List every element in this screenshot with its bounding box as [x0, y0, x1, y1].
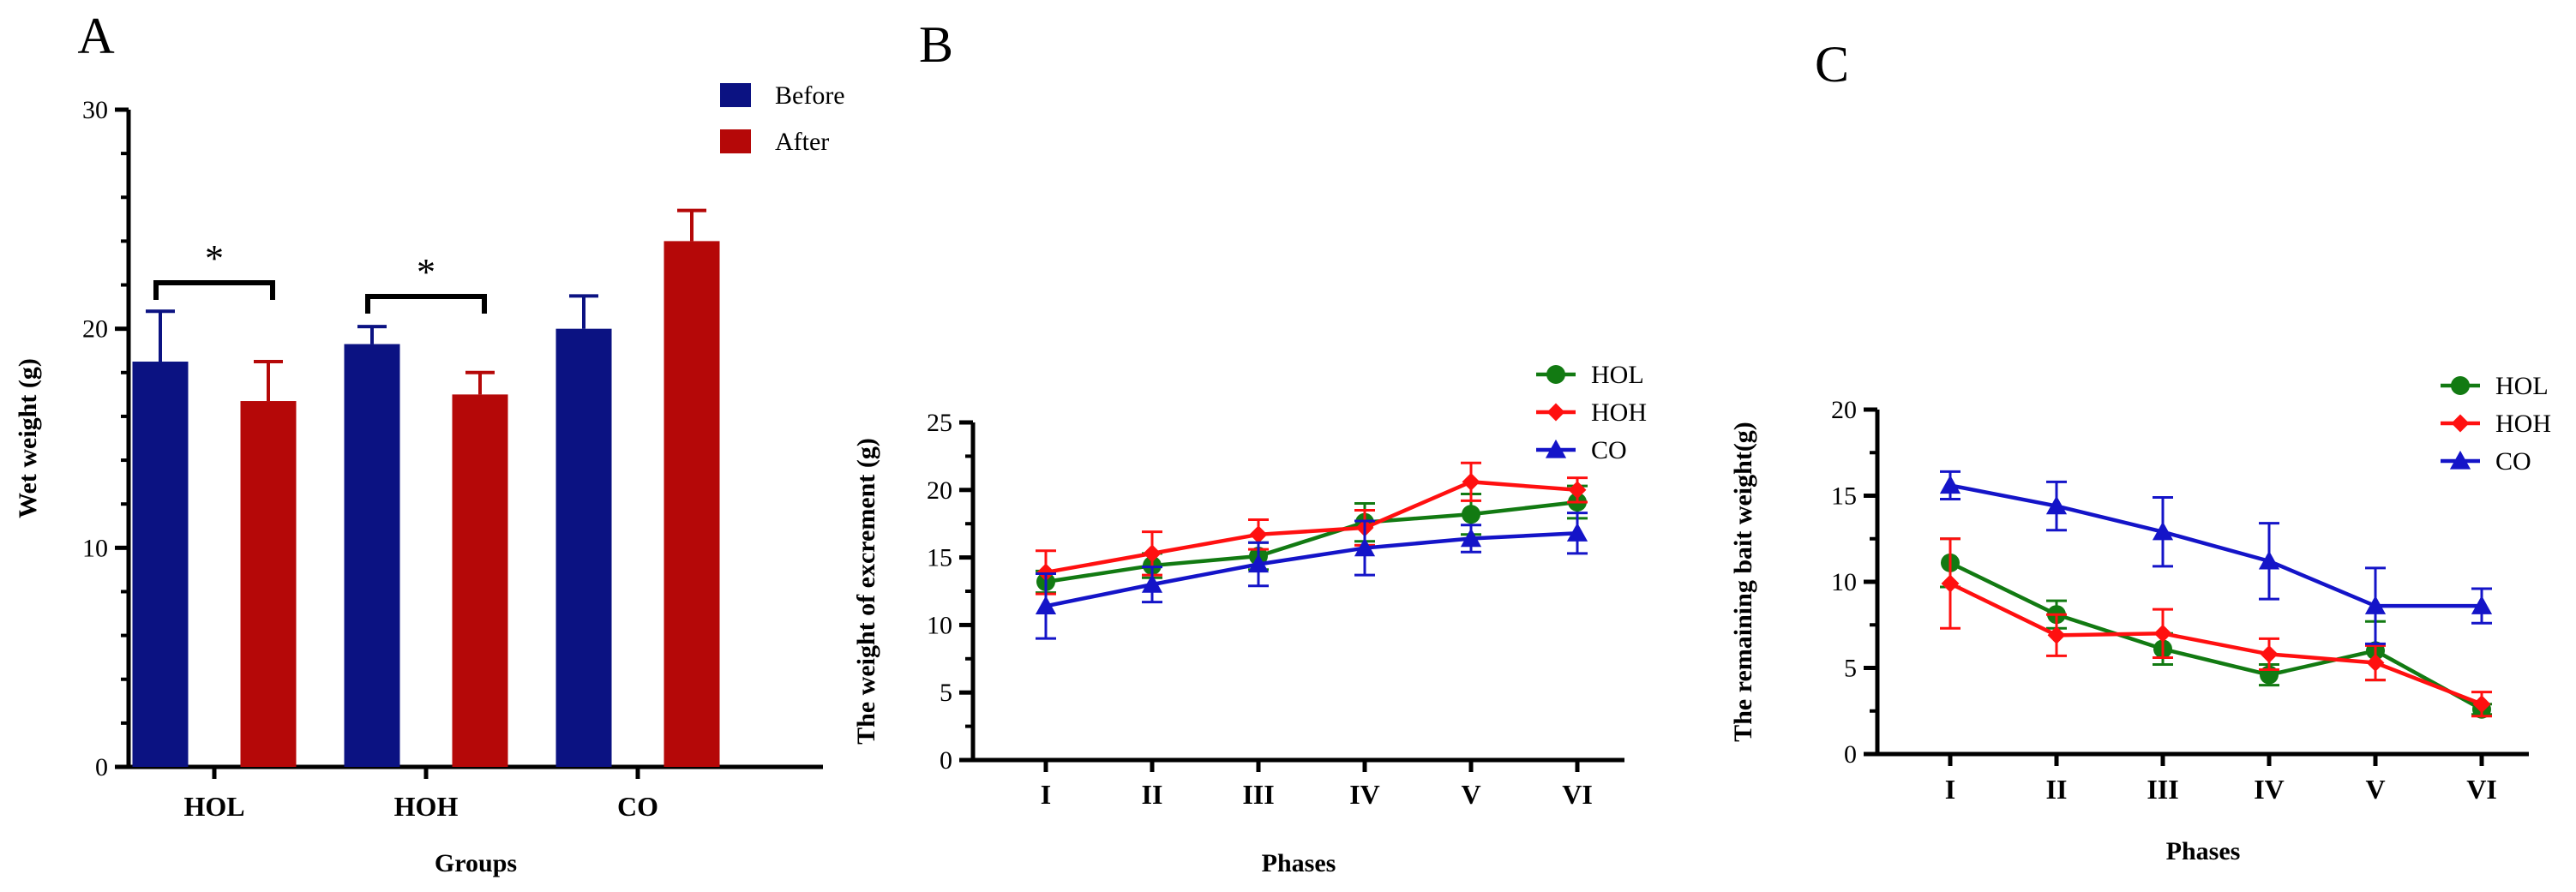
significance-bracket — [153, 280, 275, 300]
y-axis-title: The weight of excrement (g) — [852, 438, 880, 745]
y-tick-label: 15 — [927, 544, 952, 572]
x-category-label: I — [1945, 774, 1955, 805]
y-axis-title: Wet weight (g) — [14, 358, 42, 518]
panel-c-bait-line-chart: C 0 5 10 15 20 The remaining bait weight(g) Pha… — [1729, 36, 2551, 865]
y-tick-label: 25 — [927, 409, 952, 437]
data-point-hoh — [2366, 654, 2385, 672]
bar-after-co — [664, 241, 720, 767]
data-point-hoh — [1568, 481, 1587, 500]
data-point-co — [1939, 475, 1961, 494]
data-point-co — [1460, 528, 1482, 548]
series-line-co — [1949, 483, 2482, 608]
data-point-hoh — [2260, 644, 2279, 663]
data-point-co — [2471, 596, 2493, 614]
y-tick-label: 30 — [82, 96, 108, 124]
significance-star: * — [205, 237, 224, 279]
legend-marker — [1545, 439, 1567, 458]
legend-marker — [2449, 450, 2471, 470]
significance-star: * — [417, 251, 435, 293]
legend-label: Before — [775, 81, 845, 110]
y-tick-label: 5 — [940, 679, 952, 707]
panel-b-excrement-line-chart: B 0 5 10 15 20 25 The weight of excrement (g) Ph… — [852, 16, 1647, 877]
y-tick-label: 20 — [82, 315, 108, 344]
data-point-co — [2045, 495, 2068, 515]
data-point-hoh — [2153, 624, 2172, 643]
legend-swatch — [720, 83, 751, 107]
data-point-co — [2258, 550, 2280, 570]
data-point-co — [1035, 596, 1057, 615]
series-line-hoh — [1949, 581, 2483, 706]
y-tick-label: 5 — [1844, 655, 1857, 683]
x-category-label: HOL — [183, 791, 244, 822]
data-point-hoh — [1941, 574, 1960, 593]
x-category-label: II — [1142, 779, 1163, 810]
series-line-hoh — [1045, 480, 1578, 575]
series-line-co — [1045, 530, 1578, 608]
legend-label: After — [775, 128, 829, 156]
y-tick-label: 0 — [95, 753, 108, 781]
legend-marker — [2451, 414, 2470, 433]
legend-label: CO — [1591, 436, 1627, 464]
data-point-hoh — [2472, 695, 2491, 714]
x-category-label: HOH — [394, 791, 459, 822]
y-tick-label: 10 — [82, 534, 108, 562]
y-tick-label: 15 — [1831, 482, 1857, 511]
data-point-hoh — [1462, 472, 1480, 491]
legend-label: HOL — [2495, 372, 2549, 400]
x-axis-title: Groups — [435, 849, 517, 877]
x-category-label: V — [2365, 774, 2385, 805]
data-point-co — [1354, 537, 1376, 557]
x-category-label: IV — [2254, 774, 2285, 805]
data-point-co — [2364, 596, 2387, 614]
x-category-label: VI — [1562, 779, 1593, 810]
data-point-co — [2152, 521, 2174, 541]
series-line-hol — [1045, 500, 1578, 584]
panel-letter: A — [77, 8, 114, 64]
y-tick-label: 10 — [927, 611, 952, 639]
legend-label: CO — [2495, 447, 2531, 476]
data-point-hoh — [2047, 626, 2066, 644]
x-category-label: CO — [617, 791, 658, 822]
legend-label: HOH — [2495, 410, 2551, 438]
data-point-hoh — [1036, 563, 1055, 582]
y-tick-label: 0 — [940, 746, 952, 775]
bar-before-hoh — [344, 344, 400, 767]
x-category-label: VI — [2466, 774, 2497, 805]
x-axis-title: Phases — [1262, 849, 1336, 877]
significance-bracket — [365, 294, 487, 314]
panel-letter: C — [1815, 36, 1849, 93]
bar-before-co — [555, 328, 612, 767]
x-category-label: I — [1041, 779, 1051, 810]
y-axis-title: The remaining bait weight(g) — [1729, 422, 1757, 742]
y-tick-label: 20 — [927, 476, 952, 505]
series-line-hol — [1949, 560, 2483, 711]
x-category-label: II — [2046, 774, 2068, 805]
y-tick-label: 0 — [1844, 740, 1857, 769]
y-tick-label: 10 — [1831, 568, 1857, 596]
panel-a-bar-chart: A 0 10 20 30 Wet weight (g) Groups HOL HOH CO * * Be… — [14, 8, 845, 877]
legend-marker — [1546, 365, 1565, 384]
x-category-label: IV — [1349, 779, 1380, 810]
bar-after-hoh — [452, 394, 508, 767]
data-point-co — [1566, 523, 1588, 542]
legend-label: HOL — [1591, 361, 1644, 389]
legend-swatch — [720, 129, 751, 153]
x-category-label: III — [1242, 779, 1274, 810]
data-point-co — [1141, 574, 1163, 593]
legend-marker — [2451, 376, 2470, 395]
legend-marker — [1546, 403, 1565, 422]
bar-after-hol — [240, 401, 297, 767]
data-point-hoh — [1249, 525, 1268, 544]
panel-letter: B — [919, 16, 953, 73]
y-tick-label: 20 — [1831, 396, 1857, 424]
bar-before-hol — [132, 362, 189, 767]
legend-label: HOH — [1591, 398, 1647, 427]
data-point-hol — [1462, 505, 1480, 524]
data-point-hoh — [1143, 544, 1162, 563]
x-category-label: V — [1461, 779, 1480, 810]
x-category-label: III — [2147, 774, 2178, 805]
x-axis-title: Phases — [2166, 837, 2241, 865]
data-point-co — [1247, 554, 1270, 573]
